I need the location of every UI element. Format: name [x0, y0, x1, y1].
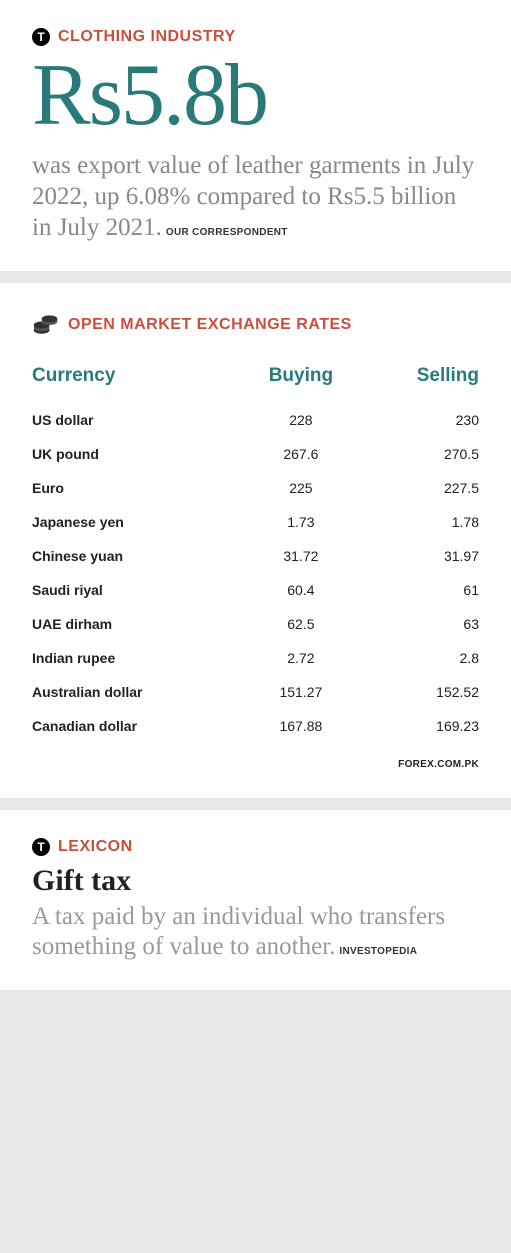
lexicon-header: T LEXICON	[32, 838, 479, 856]
cell-currency: UK pound	[32, 437, 240, 471]
cell-selling: 31.97	[362, 539, 479, 573]
cell-selling: 152.52	[362, 675, 479, 709]
cell-selling: 1.78	[362, 505, 479, 539]
cell-currency: Chinese yuan	[32, 539, 240, 573]
cell-currency: Saudi riyal	[32, 573, 240, 607]
cell-buying: 60.4	[240, 573, 361, 607]
cell-buying: 2.72	[240, 641, 361, 675]
clothing-header: T CLOTHING INDUSTRY	[32, 28, 479, 46]
cell-currency: Japanese yen	[32, 505, 240, 539]
cell-currency: Australian dollar	[32, 675, 240, 709]
cell-selling: 227.5	[362, 471, 479, 505]
brand-t-icon: T	[32, 838, 50, 856]
table-row: UAE dirham62.563	[32, 607, 479, 641]
rates-source: FOREX.COM.PK	[32, 759, 479, 770]
cell-buying: 31.72	[240, 539, 361, 573]
cell-currency: US dollar	[32, 403, 240, 437]
lexicon-def-wrap: A tax paid by an individual who transfer…	[32, 902, 479, 962]
table-row: Indian rupee2.722.8	[32, 641, 479, 675]
clothing-section: T CLOTHING INDUSTRY Rs5.8b was export va…	[0, 0, 511, 271]
cell-buying: 167.88	[240, 709, 361, 743]
cell-buying: 225	[240, 471, 361, 505]
cell-selling: 2.8	[362, 641, 479, 675]
lexicon-section: T LEXICON Gift tax A tax paid by an indi…	[0, 810, 511, 990]
table-row: UK pound267.6270.5	[32, 437, 479, 471]
table-row: Japanese yen1.731.78	[32, 505, 479, 539]
cell-buying: 267.6	[240, 437, 361, 471]
cell-buying: 1.73	[240, 505, 361, 539]
table-row: US dollar228230	[32, 403, 479, 437]
cell-buying: 151.27	[240, 675, 361, 709]
lexicon-kicker: LEXICON	[58, 838, 133, 856]
rates-kicker: OPEN MARKET EXCHANGE RATES	[68, 316, 352, 334]
table-row: Euro225227.5	[32, 471, 479, 505]
table-row: Australian dollar151.27152.52	[32, 675, 479, 709]
brand-t-icon: T	[32, 28, 50, 46]
cell-buying: 62.5	[240, 607, 361, 641]
clothing-byline: OUR CORRESPONDENT	[166, 227, 288, 238]
table-row: Canadian dollar167.88169.23	[32, 709, 479, 743]
cell-currency: Euro	[32, 471, 240, 505]
rates-header: OPEN MARKET EXCHANGE RATES	[32, 311, 479, 339]
table-row: Chinese yuan31.7231.97	[32, 539, 479, 573]
cell-selling: 230	[362, 403, 479, 437]
col-selling: Selling	[362, 357, 479, 403]
cell-selling: 169.23	[362, 709, 479, 743]
clothing-kicker: CLOTHING INDUSTRY	[58, 28, 236, 46]
lexicon-source: INVESTOPEDIA	[339, 946, 417, 957]
table-row: Saudi riyal60.461	[32, 573, 479, 607]
rates-table: Currency Buying Selling US dollar228230U…	[32, 357, 479, 743]
cell-selling: 63	[362, 607, 479, 641]
coins-icon	[32, 311, 60, 339]
cell-selling: 61	[362, 573, 479, 607]
col-buying: Buying	[240, 357, 361, 403]
clothing-subhead-wrap: was export value of leather garments in …	[32, 150, 479, 244]
col-currency: Currency	[32, 357, 240, 403]
cell-selling: 270.5	[362, 437, 479, 471]
rates-section: OPEN MARKET EXCHANGE RATES Currency Buyi…	[0, 283, 511, 798]
rates-header-row: Currency Buying Selling	[32, 357, 479, 403]
cell-buying: 228	[240, 403, 361, 437]
cell-currency: Indian rupee	[32, 641, 240, 675]
lexicon-term: Gift tax	[32, 864, 479, 898]
cell-currency: Canadian dollar	[32, 709, 240, 743]
cell-currency: UAE dirham	[32, 607, 240, 641]
clothing-headline: Rs5.8b	[32, 54, 479, 138]
